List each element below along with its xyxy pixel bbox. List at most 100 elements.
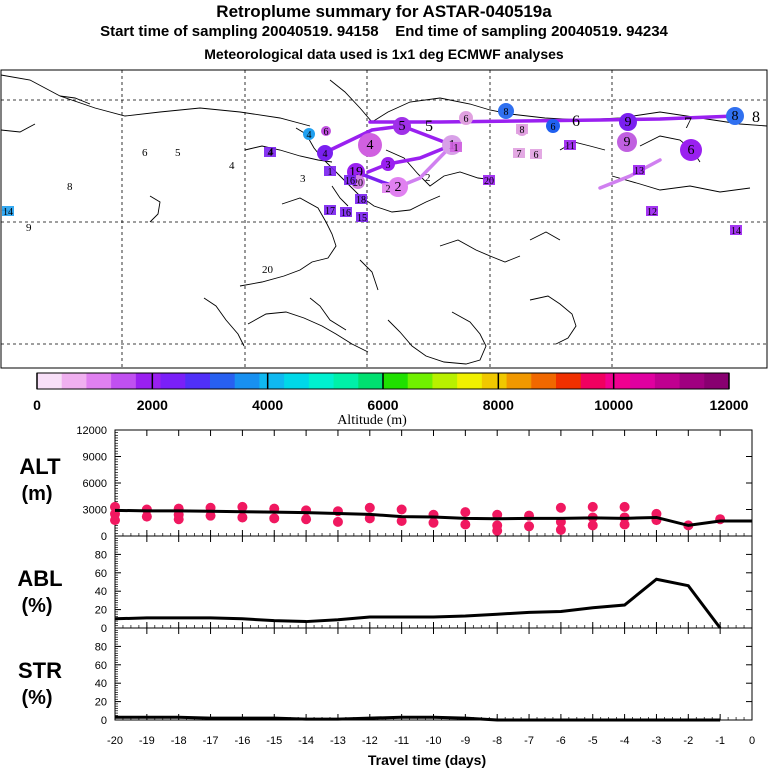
- str-line: [115, 715, 721, 722]
- plume-marker: 9: [619, 113, 637, 131]
- panel-ylabel-unit: (%): [21, 595, 52, 617]
- altitude-colorbar: 0 2000 4000 6000 8000 10000 12000: [33, 372, 749, 413]
- altitude-point: [205, 510, 216, 521]
- altitude-point: [110, 515, 120, 526]
- plume-marker: 6: [459, 111, 473, 125]
- y-tick-label: 20: [95, 605, 107, 617]
- map-plain-label: 4: [229, 160, 235, 172]
- plume-marker-box: [356, 212, 368, 222]
- plume-markers: 1234567894668764861213111214181920171615…: [2, 103, 760, 237]
- abl-line: [114, 577, 722, 629]
- x-tick-label: -17: [203, 735, 219, 747]
- plume-marker: 16: [344, 175, 356, 187]
- colorbar-swatch: [37, 373, 63, 389]
- plume-marker-label: 20: [353, 178, 363, 189]
- plume-marker-box: [324, 205, 336, 215]
- plume-marker-label: 6: [534, 150, 539, 161]
- altitude-point: [587, 520, 598, 531]
- plume-marker-label: 20: [484, 176, 494, 187]
- colorbar-swatch: [185, 373, 211, 389]
- plume-marker-box: [264, 147, 276, 157]
- altitude-point: [173, 514, 184, 525]
- plume-marker-circle: [680, 139, 702, 161]
- altitude-point: [396, 504, 407, 515]
- map-plain-label: 2: [425, 172, 431, 184]
- plume-marker-label: 16: [345, 176, 355, 187]
- plume-marker-box: [355, 194, 367, 204]
- altitude-point: [428, 517, 439, 528]
- trajectory-day-label: 7: [684, 115, 692, 132]
- x-tick-label: -14: [298, 735, 314, 747]
- plume-marker-label: 6: [324, 127, 329, 138]
- y-tick-label: 0: [101, 715, 107, 727]
- panel-ylabel: ALT: [19, 454, 61, 479]
- plume-marker-circle: [619, 113, 637, 131]
- colorbar-swatch: [308, 373, 335, 389]
- plume-marker: 7: [513, 148, 525, 160]
- x-tick-label: -20: [107, 735, 123, 747]
- x-tick-label: -11: [394, 735, 409, 747]
- plume-marker: 4: [303, 128, 315, 141]
- plume-marker-circle: [498, 103, 514, 119]
- plume-marker-label: 13: [634, 166, 644, 177]
- altitude-point: [396, 515, 407, 526]
- plume-marker-box: [633, 165, 645, 175]
- map-panel: 1234567894668764861213111214181920171615…: [0, 69, 768, 369]
- x-tick-label: -1: [715, 735, 725, 747]
- colorbar-swatch: [234, 373, 260, 389]
- colorbar-swatch: [284, 373, 310, 389]
- x-tick-label: -3: [652, 735, 662, 747]
- plume-marker-label: 6: [688, 143, 695, 158]
- altitude-point: [555, 524, 566, 535]
- plume-marker-box: [344, 175, 356, 185]
- map-plain-label: 6: [142, 147, 148, 159]
- plume-marker-label: 2: [386, 184, 391, 195]
- map-plain-label: 20: [262, 264, 274, 276]
- plume-marker-label: 5: [399, 119, 406, 134]
- altitude-point: [237, 501, 248, 512]
- plume-marker-label: 16: [341, 208, 351, 219]
- colorbar-swatch: [383, 373, 409, 389]
- altitude-point: [237, 512, 248, 523]
- plume-marker: 6: [680, 139, 702, 161]
- colorbar-swatch: [556, 373, 582, 389]
- plume-marker-label: 11: [565, 141, 575, 152]
- panel-ylabel-unit: (m): [21, 483, 52, 505]
- x-tick-label: 0: [749, 735, 755, 747]
- colorbar-tick-label: 8000: [483, 397, 514, 413]
- colorbar-swatch: [333, 373, 359, 389]
- x-tick-label: -18: [171, 735, 187, 747]
- y-tick-label: 9000: [83, 452, 107, 464]
- map-plain-label: 5: [175, 147, 181, 159]
- colorbar-swatch: [160, 373, 186, 389]
- plume-marker: 16: [340, 207, 352, 219]
- start-time-label: Start time of sampling 20040519. 94158: [100, 23, 379, 40]
- colorbar-swatch: [61, 373, 87, 389]
- map-plain-label: 4: [268, 146, 274, 158]
- map-plain-labels: 6 5 4 8 9 20 2 3 4: [26, 146, 431, 276]
- plume-marker: 13: [633, 165, 645, 177]
- y-tick-label: 40: [95, 678, 107, 690]
- colorbar-swatch: [358, 373, 384, 389]
- y-tick-label: 60: [95, 568, 107, 580]
- map-plain-label: 9: [26, 222, 32, 234]
- x-tick-label: -7: [524, 735, 534, 747]
- plume-marker-box: [646, 206, 658, 216]
- met-data-label: Meteorological data used is 1x1 deg ECMW…: [204, 46, 564, 62]
- plume-marker-label: 4: [268, 148, 273, 159]
- altitude-point: [619, 501, 630, 512]
- plume-marker: 11: [564, 140, 576, 152]
- plume-marker-label: 8: [520, 125, 525, 136]
- altitude-point: [555, 502, 566, 513]
- plume-marker-circle: [726, 107, 744, 125]
- plume-marker-label: 12: [647, 207, 657, 218]
- plume-marker: 15: [356, 212, 368, 224]
- altitude-point: [492, 525, 503, 536]
- y-tick-label: 80: [95, 641, 107, 653]
- y-tick-label: 0: [101, 623, 107, 635]
- plume-marker-label: 6: [551, 122, 556, 133]
- y-tick-label: 6000: [83, 478, 107, 490]
- colorbar-swatch: [605, 373, 631, 389]
- x-tick-label: -5: [588, 735, 598, 747]
- y-tick-label: 60: [95, 660, 107, 672]
